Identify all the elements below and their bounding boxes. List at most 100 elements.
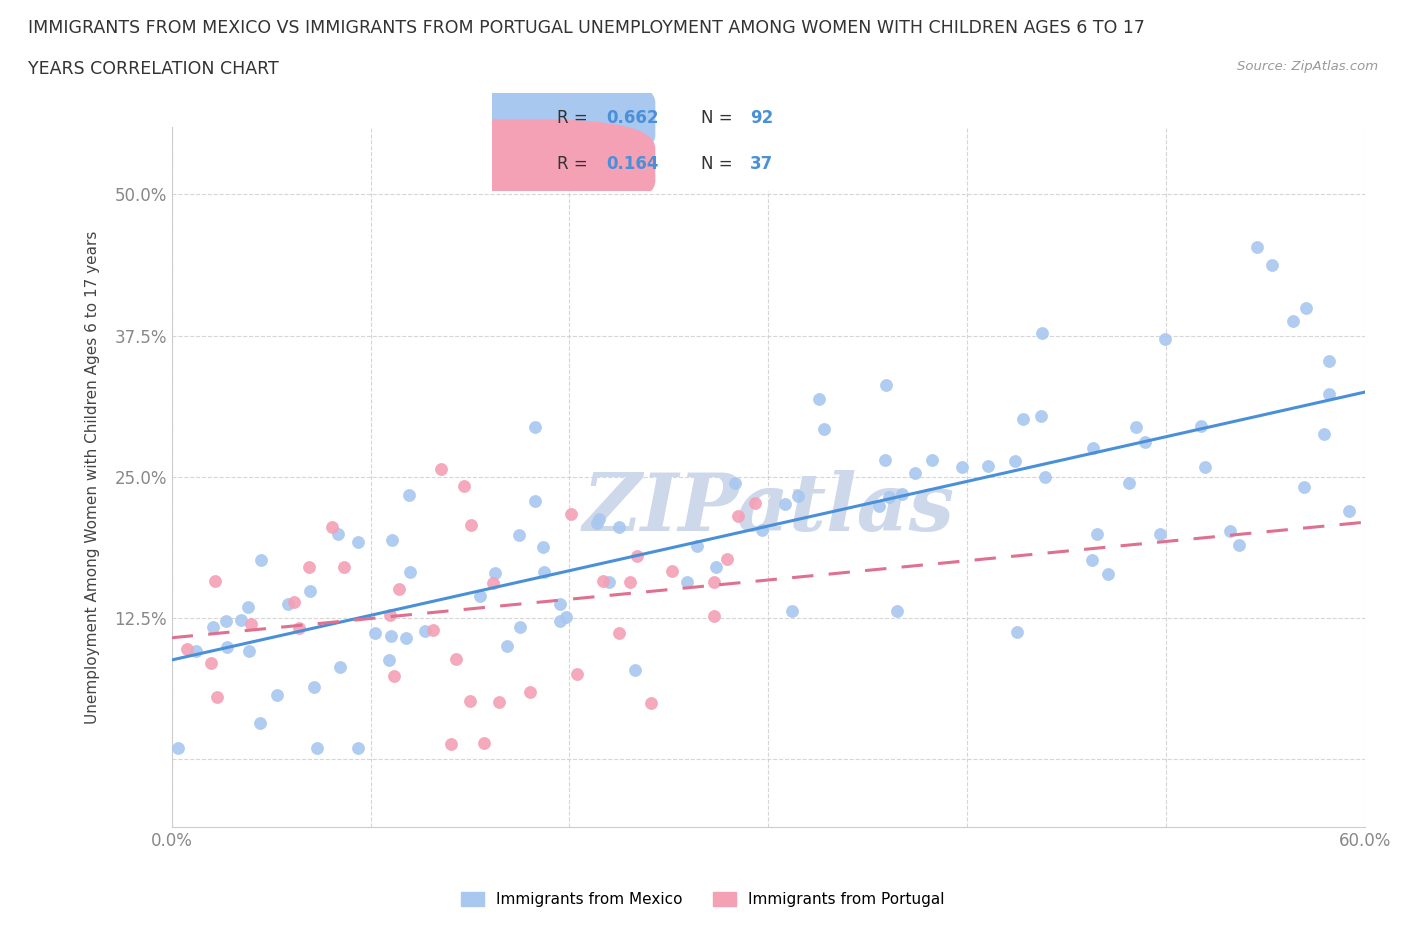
FancyBboxPatch shape xyxy=(389,119,655,210)
Point xyxy=(332,560,354,575)
Point xyxy=(533,565,555,579)
Point xyxy=(1031,408,1053,423)
Point xyxy=(703,608,725,623)
Point xyxy=(496,639,519,654)
Point xyxy=(217,639,239,654)
Point xyxy=(1154,332,1177,347)
Point xyxy=(592,573,614,588)
Point xyxy=(609,625,631,640)
Point xyxy=(204,574,226,589)
Text: Source: ZipAtlas.com: Source: ZipAtlas.com xyxy=(1237,60,1378,73)
Text: N =: N = xyxy=(702,155,738,173)
Point xyxy=(640,695,662,710)
Point xyxy=(555,609,578,624)
Point xyxy=(388,581,411,596)
Point xyxy=(321,519,343,534)
Y-axis label: Unemployment Among Women with Children Ages 6 to 17 years: Unemployment Among Women with Children A… xyxy=(86,230,100,724)
Point xyxy=(484,565,506,580)
Point xyxy=(240,617,263,631)
Point xyxy=(1125,419,1147,434)
Point xyxy=(229,612,252,627)
Point xyxy=(283,594,305,609)
Point xyxy=(298,583,321,598)
Point xyxy=(1246,240,1268,255)
Point xyxy=(1085,526,1108,541)
Point xyxy=(977,458,1000,473)
Text: YEARS CORRELATION CHART: YEARS CORRELATION CHART xyxy=(28,60,278,78)
Text: 92: 92 xyxy=(751,110,773,127)
Point xyxy=(509,619,531,634)
Point xyxy=(1281,313,1303,328)
Point xyxy=(307,740,329,755)
Point xyxy=(586,515,609,530)
Point xyxy=(780,604,803,618)
Point xyxy=(200,655,222,670)
Point xyxy=(186,644,208,658)
Point xyxy=(773,497,796,512)
Point xyxy=(626,549,648,564)
Point xyxy=(560,506,582,521)
Text: 37: 37 xyxy=(751,155,773,173)
Point xyxy=(676,575,699,590)
Point xyxy=(661,563,683,578)
Point xyxy=(482,576,505,591)
Point xyxy=(399,565,422,579)
Point xyxy=(298,560,321,575)
Point xyxy=(378,607,401,622)
Point xyxy=(548,613,571,628)
Point xyxy=(950,459,973,474)
Point xyxy=(598,575,620,590)
Point xyxy=(1219,523,1241,538)
Point xyxy=(904,465,927,480)
FancyBboxPatch shape xyxy=(389,73,655,165)
Point xyxy=(716,551,738,566)
Point xyxy=(304,679,326,694)
Point xyxy=(394,631,416,645)
Point xyxy=(288,621,311,636)
Point xyxy=(813,422,835,437)
Point xyxy=(326,526,349,541)
Point xyxy=(531,539,554,554)
Point xyxy=(519,684,541,699)
Point xyxy=(875,378,897,392)
Point xyxy=(588,512,610,526)
Point xyxy=(266,687,288,702)
Point xyxy=(744,496,766,511)
Point xyxy=(786,489,808,504)
Point xyxy=(1118,476,1140,491)
Point xyxy=(381,533,404,548)
Point xyxy=(607,520,630,535)
Point xyxy=(619,575,641,590)
Point xyxy=(1227,538,1250,552)
Point xyxy=(565,666,588,681)
Point xyxy=(380,629,402,644)
Point xyxy=(346,534,368,549)
Point xyxy=(1317,353,1340,368)
Point xyxy=(724,475,747,490)
Point xyxy=(453,478,475,493)
Point xyxy=(1191,418,1213,433)
Point xyxy=(176,641,198,656)
Point xyxy=(460,518,482,533)
Point xyxy=(472,736,495,751)
Point xyxy=(751,523,773,538)
Point xyxy=(886,603,908,618)
Point xyxy=(1149,526,1171,541)
Point xyxy=(249,553,271,568)
Text: N =: N = xyxy=(702,110,738,127)
Point xyxy=(1133,434,1156,449)
Point xyxy=(1313,427,1336,442)
Point xyxy=(238,644,260,658)
Point xyxy=(877,490,900,505)
Point xyxy=(704,559,727,574)
Point xyxy=(1011,411,1033,426)
Point xyxy=(1033,470,1056,485)
Point xyxy=(1004,453,1026,468)
Point xyxy=(470,589,492,604)
Point xyxy=(440,737,463,751)
Point xyxy=(1081,441,1104,456)
Point xyxy=(167,740,190,755)
Point xyxy=(1317,387,1340,402)
Point xyxy=(1260,258,1282,272)
Point xyxy=(236,600,259,615)
